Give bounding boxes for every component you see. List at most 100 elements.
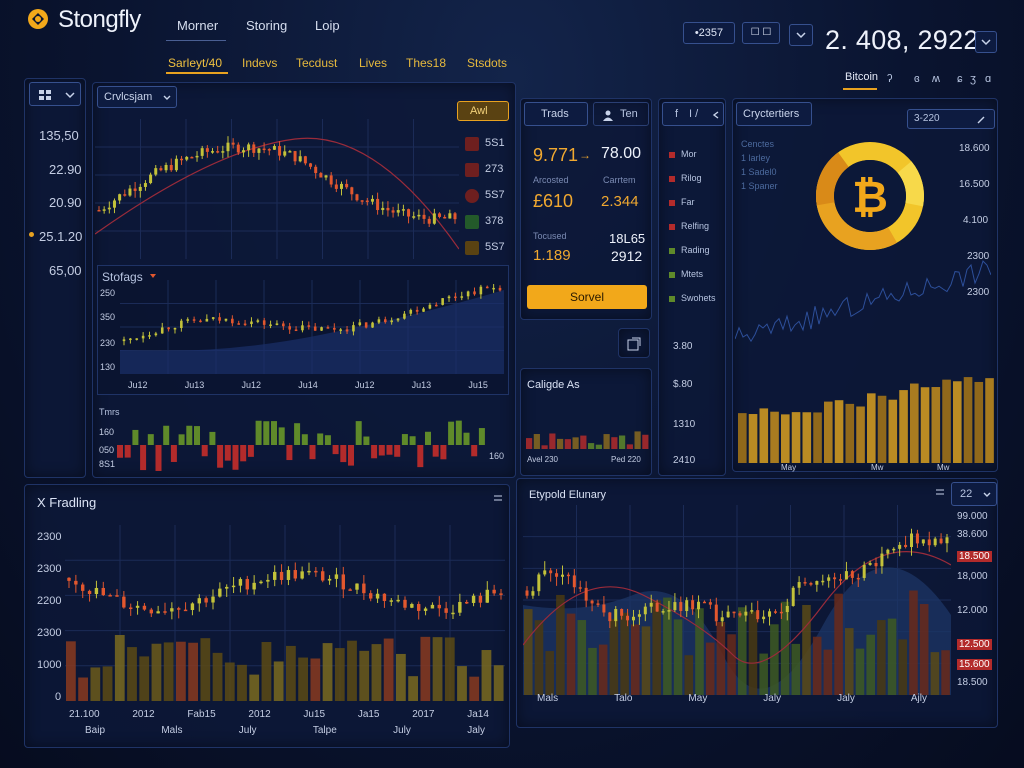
list-header[interactable]: f I / xyxy=(662,102,724,126)
candle-body xyxy=(122,596,126,608)
header-dropdown[interactable] xyxy=(789,24,813,46)
candle-body xyxy=(108,595,112,597)
sub-x-label: Ju12 xyxy=(354,380,375,390)
sub-candlestick-chart xyxy=(120,280,504,374)
expand-panel[interactable] xyxy=(618,328,650,358)
crypto-y-label: 4.100 xyxy=(963,215,989,226)
volume-bar xyxy=(866,634,875,695)
crypto-title[interactable]: Cryctertiers xyxy=(736,102,812,126)
subnav-tecdust[interactable]: Tecdust xyxy=(296,56,338,70)
menu-icon[interactable] xyxy=(493,493,503,503)
candle-body xyxy=(190,603,195,610)
candle-body xyxy=(205,148,209,152)
date-chip[interactable]: ☐ ☐ xyxy=(742,22,780,44)
tab-icon-2[interactable]: ɞ xyxy=(914,73,920,85)
volume-bar xyxy=(941,650,950,695)
trading-x-label: Ja15 xyxy=(357,709,380,720)
volume-bar xyxy=(780,601,790,695)
volume-bar-chart xyxy=(117,420,485,471)
crypto-y-label: 2300 xyxy=(967,287,990,298)
trading-title: X Fradling xyxy=(37,495,97,510)
volume-bar xyxy=(920,387,930,463)
candle-body xyxy=(862,564,866,578)
price-chip[interactable]: •2357 xyxy=(683,22,735,44)
tab-bitcoin[interactable]: Bitcoin xyxy=(845,71,879,83)
legend-item: 1 Sadel0 xyxy=(741,167,777,177)
tab-icon-4[interactable]: ɕ xyxy=(957,73,963,85)
volume-bar xyxy=(481,650,492,701)
list-item-label: Rilog xyxy=(681,173,702,183)
tab-icon-6[interactable]: ɑ xyxy=(985,73,992,85)
subnav-sarleyt[interactable]: Sarleyt/40 xyxy=(168,56,223,70)
tab-icon-1[interactable]: ʔ xyxy=(887,73,893,85)
crypto-chip[interactable]: 3-220 xyxy=(907,109,995,129)
candle-body xyxy=(300,571,304,579)
nav-divider xyxy=(166,40,226,41)
candle-body xyxy=(250,321,253,325)
sub-x-label: Ju12 xyxy=(241,380,261,390)
volume-bar xyxy=(273,661,284,701)
bitcoin-icon: ₿ xyxy=(852,172,888,223)
volume-bar xyxy=(493,665,504,701)
nav-morner[interactable]: Morner xyxy=(177,18,219,33)
volume-bar xyxy=(478,428,485,445)
overlay-x-label: Mals xyxy=(537,693,559,704)
candle-body xyxy=(186,319,190,321)
price-dropdown[interactable] xyxy=(975,31,997,53)
tab-icon-5[interactable]: ʒ xyxy=(970,73,976,85)
list-header-left: f xyxy=(675,108,679,120)
tab-icon-3[interactable]: ʍ xyxy=(932,73,940,85)
candle-body xyxy=(211,596,215,603)
overlay-dropdown[interactable]: 22 xyxy=(951,482,997,506)
subnav-thes18[interactable]: Thes18 xyxy=(406,56,447,70)
trading-x-label: 2012 xyxy=(248,709,271,720)
candle-body xyxy=(256,320,260,322)
volume-bar xyxy=(261,642,272,701)
trading-x-label: Fab15 xyxy=(187,709,216,720)
volume-bar xyxy=(186,425,193,445)
candle-body xyxy=(376,198,380,211)
marker-label: 5S1 xyxy=(485,137,505,149)
candle-body xyxy=(142,605,147,610)
volume-bar xyxy=(124,445,131,458)
candle-body xyxy=(655,602,659,612)
trading-x-label-2: Mals xyxy=(161,725,183,736)
pair-selector[interactable]: Crvlcsjam xyxy=(97,86,177,108)
submit-button[interactable]: Sorvel xyxy=(527,285,647,309)
nav-storing[interactable]: Storing xyxy=(246,18,288,33)
candle-body xyxy=(360,200,364,202)
tab-ten[interactable]: Ten xyxy=(593,102,649,126)
list-value: 2410 xyxy=(673,455,696,466)
subnav-lives[interactable]: Lives xyxy=(359,56,388,70)
candle-body xyxy=(892,548,896,551)
trade-value-5: 2912 xyxy=(611,248,643,264)
candle-body xyxy=(327,578,332,581)
candle-body xyxy=(537,574,541,592)
candle-body xyxy=(218,588,222,597)
subnav-stsdots[interactable]: Stsdots xyxy=(467,56,508,70)
volume-bar xyxy=(324,435,331,445)
awl-badge[interactable]: Awl xyxy=(457,101,509,121)
candle-body xyxy=(874,562,878,567)
volume-bar xyxy=(802,412,812,463)
chevron-down-icon[interactable] xyxy=(148,271,158,281)
candle-body xyxy=(403,313,406,319)
subnav-indevs[interactable]: Indevs xyxy=(242,56,278,70)
candle-body xyxy=(183,609,188,612)
candle-body xyxy=(844,571,848,580)
trading-x-label-2: July xyxy=(393,725,411,736)
list-item-marker xyxy=(669,224,675,230)
candle-body xyxy=(396,318,400,321)
candle-body xyxy=(123,194,127,196)
volume-bar xyxy=(188,642,198,701)
overlay-dropdown-value: 22 xyxy=(960,488,973,500)
candle-body xyxy=(173,327,177,330)
candle-body xyxy=(566,574,570,577)
trading-x-label: Ju15 xyxy=(303,709,326,720)
candle-body xyxy=(293,570,297,579)
tab-trades[interactable]: Trads xyxy=(524,102,588,126)
candle-body xyxy=(167,327,170,330)
nav-loip[interactable]: Loip xyxy=(315,18,340,33)
menu-icon[interactable] xyxy=(935,487,945,497)
sidebar-dropdown[interactable] xyxy=(29,82,81,106)
